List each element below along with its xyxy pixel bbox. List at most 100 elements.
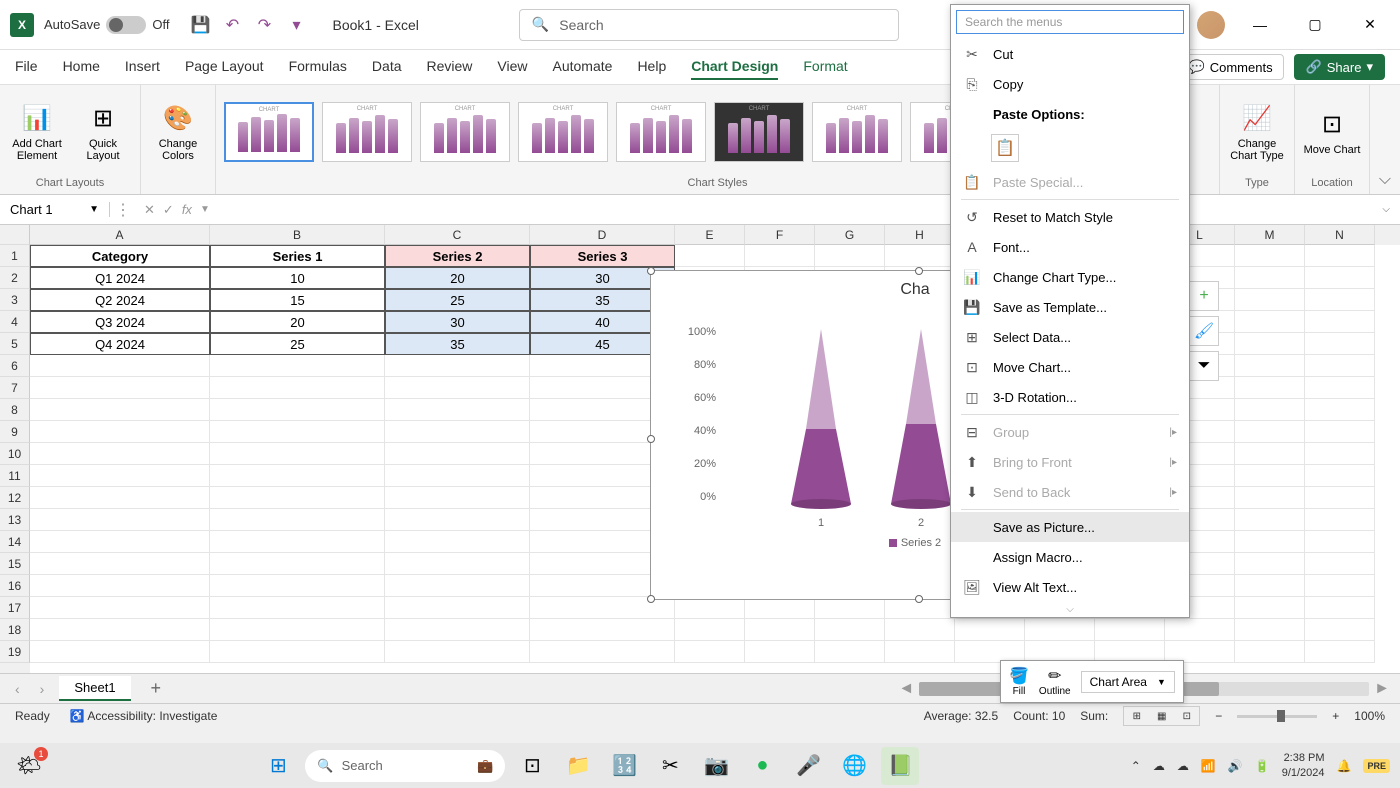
chart-style-thumb-2[interactable]: CHART [420,102,510,162]
cell-M15[interactable] [1235,553,1305,575]
fill-button[interactable]: 🪣 Fill [1009,666,1029,697]
cell-C15[interactable] [385,553,530,575]
zoom-out-button[interactable]: − [1215,709,1222,723]
cell-F17[interactable] [745,597,815,619]
menu-more-icon[interactable]: ⌵ [951,602,1189,617]
maximize-button[interactable]: ▢ [1295,10,1335,40]
chart-filters-button[interactable]: ⏷ [1189,351,1219,381]
cell-B14[interactable] [210,531,385,553]
menu-item-move-chart-[interactable]: ⊡Move Chart... [951,352,1189,382]
cell-J18[interactable] [1025,619,1095,641]
cell-A17[interactable] [30,597,210,619]
cell-M3[interactable] [1235,289,1305,311]
chart-style-thumb-6[interactable]: CHART [812,102,902,162]
cell-C6[interactable] [385,355,530,377]
paste-icon-button[interactable]: 📋 [991,134,1019,162]
cell-E18[interactable] [675,619,745,641]
onedrive-icon[interactable]: ☁ [1153,759,1165,773]
cell-A14[interactable] [30,531,210,553]
cell-C12[interactable] [385,487,530,509]
col-header-A[interactable]: A [30,225,210,245]
cell-N17[interactable] [1305,597,1375,619]
row-header-1[interactable]: 1 [0,245,30,267]
cell-K18[interactable] [1095,619,1165,641]
cell-C8[interactable] [385,399,530,421]
row-header-18[interactable]: 18 [0,619,30,641]
row-header-17[interactable]: 17 [0,597,30,619]
row-header-10[interactable]: 10 [0,443,30,465]
chart-style-thumb-0[interactable]: CHART [224,102,314,162]
user-avatar[interactable] [1197,11,1225,39]
col-header-H[interactable]: H [885,225,955,245]
chart-elements-button[interactable]: + [1189,281,1219,311]
page-layout-button[interactable]: ▦ [1149,707,1174,725]
battery-icon[interactable]: 🔋 [1255,759,1270,773]
sheet-nav-next[interactable]: › [35,681,50,697]
cell-C4[interactable]: 30 [385,311,530,333]
cell-N8[interactable] [1305,399,1375,421]
cell-B5[interactable]: 25 [210,333,385,355]
cell-B19[interactable] [210,641,385,663]
file-explorer-icon[interactable]: 📁 [559,747,597,785]
cell-A15[interactable] [30,553,210,575]
cell-N14[interactable] [1305,531,1375,553]
cell-A2[interactable]: Q1 2024 [30,267,210,289]
enter-icon[interactable]: ✓ [163,202,174,218]
cell-M13[interactable] [1235,509,1305,531]
cell-B15[interactable] [210,553,385,575]
cell-N1[interactable] [1305,245,1375,267]
menu-item-font-[interactable]: AFont... [951,232,1189,262]
sheet-tab-sheet1[interactable]: Sheet1 [59,676,130,701]
chart-style-thumb-1[interactable]: CHART [322,102,412,162]
chart-style-thumb-5[interactable]: CHART [714,102,804,162]
cell-C16[interactable] [385,575,530,597]
scroll-left-icon[interactable]: ◄ [898,680,914,698]
cell-B18[interactable] [210,619,385,641]
cell-B4[interactable]: 20 [210,311,385,333]
col-header-E[interactable]: E [675,225,745,245]
menu-item-change-chart-type-[interactable]: 📊Change Chart Type... [951,262,1189,292]
cell-B1[interactable]: Series 1 [210,245,385,267]
close-button[interactable]: ✕ [1350,10,1390,40]
calculator-icon[interactable]: 🔢 [605,747,643,785]
cell-C5[interactable]: 35 [385,333,530,355]
cell-D1[interactable]: Series 3 [530,245,675,267]
cell-A4[interactable]: Q3 2024 [30,311,210,333]
row-header-13[interactable]: 13 [0,509,30,531]
cell-N18[interactable] [1305,619,1375,641]
share-button[interactable]: 🔗 Share ▾ [1294,54,1385,80]
cell-B9[interactable] [210,421,385,443]
add-chart-element-button[interactable]: 📊 Add Chart Element [8,103,66,162]
status-accessibility[interactable]: ♿ Accessibility: Investigate [70,709,218,723]
cell-N3[interactable] [1305,289,1375,311]
cell-H18[interactable] [885,619,955,641]
cell-N10[interactable] [1305,443,1375,465]
cell-D19[interactable] [530,641,675,663]
ribbon-tab-view[interactable]: View [497,54,527,80]
start-button[interactable]: ⊞ [259,747,297,785]
cell-B7[interactable] [210,377,385,399]
pre-icon[interactable]: PRE [1363,759,1390,773]
ribbon-tab-page-layout[interactable]: Page Layout [185,54,264,80]
snipping-tool-icon[interactable]: ✂ [651,747,689,785]
cell-A6[interactable] [30,355,210,377]
weather-tray-icon[interactable]: ☁ [1177,759,1189,773]
volume-icon[interactable]: 🔊 [1228,759,1243,773]
redo-icon[interactable]: ↷ [252,13,276,37]
ribbon-collapse-icon[interactable]: ⌵ [1370,85,1400,194]
cell-M6[interactable] [1235,355,1305,377]
ribbon-tab-automate[interactable]: Automate [553,54,613,80]
formula-expand-icon[interactable]: ⌵ [1372,204,1400,215]
undo-icon[interactable]: ↶ [220,13,244,37]
cell-M8[interactable] [1235,399,1305,421]
name-box-more[interactable]: ⋮ [110,200,136,220]
cell-M16[interactable] [1235,575,1305,597]
cell-C18[interactable] [385,619,530,641]
cell-L18[interactable] [1165,619,1235,641]
cell-G1[interactable] [815,245,885,267]
cell-B10[interactable] [210,443,385,465]
change-colors-button[interactable]: 🎨 Change Colors [149,103,207,162]
row-header-14[interactable]: 14 [0,531,30,553]
menu-item-copy[interactable]: ⎘Copy [951,69,1189,99]
cell-A1[interactable]: Category [30,245,210,267]
